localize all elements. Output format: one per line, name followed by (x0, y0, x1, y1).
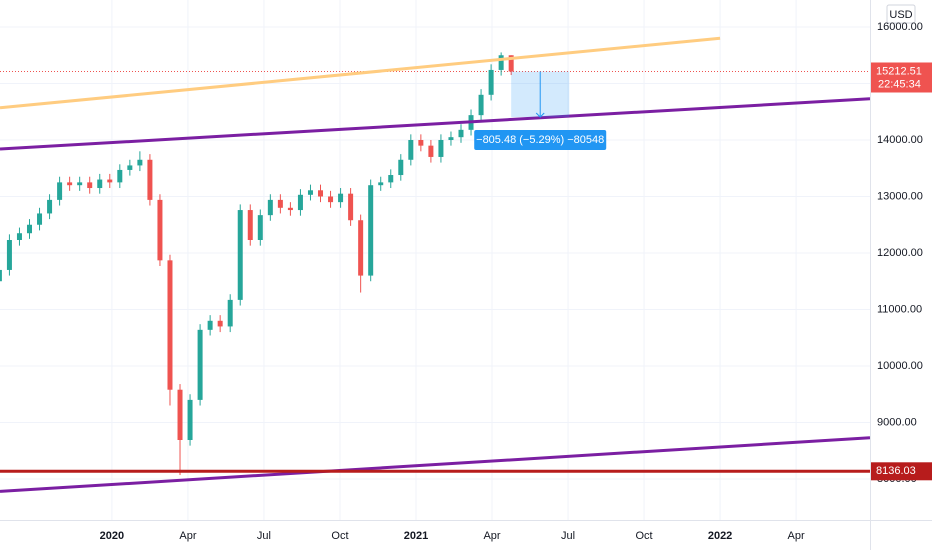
candle-body (287, 207, 293, 211)
x-tick-label: 2020 (100, 530, 124, 542)
candle-body (508, 55, 514, 72)
candle-body (247, 210, 253, 240)
x-tick-label: 2021 (404, 530, 428, 542)
candle-body (177, 389, 183, 440)
candle-body (267, 199, 273, 216)
candle-body (0, 269, 2, 282)
candle-body (358, 220, 364, 276)
candle-body (438, 140, 444, 157)
candle-body (297, 194, 303, 211)
candle-body (16, 233, 22, 240)
candle-body (488, 69, 494, 95)
candle-body (418, 140, 424, 146)
x-tick-label: Oct (635, 530, 652, 542)
candle-body (478, 94, 484, 116)
last-price-badge (871, 62, 932, 93)
y-tick-label: 13000.00 (877, 190, 923, 202)
candle-body (207, 320, 213, 330)
candle-body (47, 199, 53, 214)
candle-body (37, 213, 43, 225)
x-tick-label: Jul (257, 530, 271, 542)
candle-body (127, 165, 133, 170)
candle-body (167, 260, 173, 390)
candle-body (77, 182, 83, 186)
candle-body (428, 145, 434, 157)
last-price-label: 15212.51 (876, 65, 922, 77)
candle-body (458, 129, 464, 138)
y-tick-label: 10000.00 (877, 360, 923, 372)
candle-body (338, 193, 344, 203)
candle-body (197, 329, 203, 400)
candle-body (187, 399, 193, 440)
candle-body (97, 179, 103, 189)
plot-area (0, 0, 870, 520)
candle-body (237, 210, 243, 300)
candle-body (57, 182, 63, 200)
measure-arrowhead (535, 112, 545, 118)
x-tick-label: Apr (483, 530, 500, 542)
measure-label-box (474, 130, 607, 151)
candle-body (448, 137, 454, 140)
candle-body (277, 199, 283, 208)
trend-line (0, 97, 870, 151)
y-tick-label: 14000.00 (877, 134, 923, 146)
candle-body (67, 182, 73, 186)
candle-body (137, 159, 143, 166)
x-tick-label: Jul (561, 530, 575, 542)
y-tick-label: 12000.00 (877, 247, 923, 259)
candle-body (6, 240, 12, 270)
level-badge (871, 462, 932, 481)
candle-body (117, 169, 123, 183)
currency-badge[interactable] (886, 4, 916, 24)
y-tick-label: 16000.00 (877, 21, 923, 33)
x-tick-label: 2022 (708, 530, 732, 542)
candle-body (307, 190, 313, 195)
candle-body (318, 190, 324, 197)
candle-body (408, 140, 414, 160)
candle-body (368, 185, 374, 276)
trend-line (0, 436, 870, 493)
measure-label: −805.48 (−5.29%) −80548 (476, 134, 604, 146)
x-tick-label: Oct (331, 530, 348, 542)
y-tick-label: 11000.00 (877, 303, 922, 315)
candle-body (348, 193, 354, 221)
candle-body (498, 55, 504, 70)
x-tick-label: Apr (788, 530, 805, 542)
candle-body (26, 224, 32, 234)
countdown-label: 22:45:34 (878, 78, 921, 90)
candle-body (87, 182, 93, 189)
trend-line (0, 36, 721, 110)
x-tick-label: Apr (179, 530, 196, 542)
candle-body (157, 199, 163, 261)
candle-body (147, 159, 153, 200)
candle-body (388, 175, 394, 183)
candle-body (328, 196, 334, 203)
currency-label: USD (889, 9, 912, 21)
candle-body (107, 179, 113, 183)
y-tick-label: 9000.00 (877, 416, 917, 428)
level-label: 8136.03 (876, 465, 916, 477)
candle-body (257, 215, 263, 240)
candle-body (227, 299, 233, 327)
candle-body (378, 182, 384, 186)
candle-body (217, 320, 223, 327)
candle-body (398, 159, 404, 176)
